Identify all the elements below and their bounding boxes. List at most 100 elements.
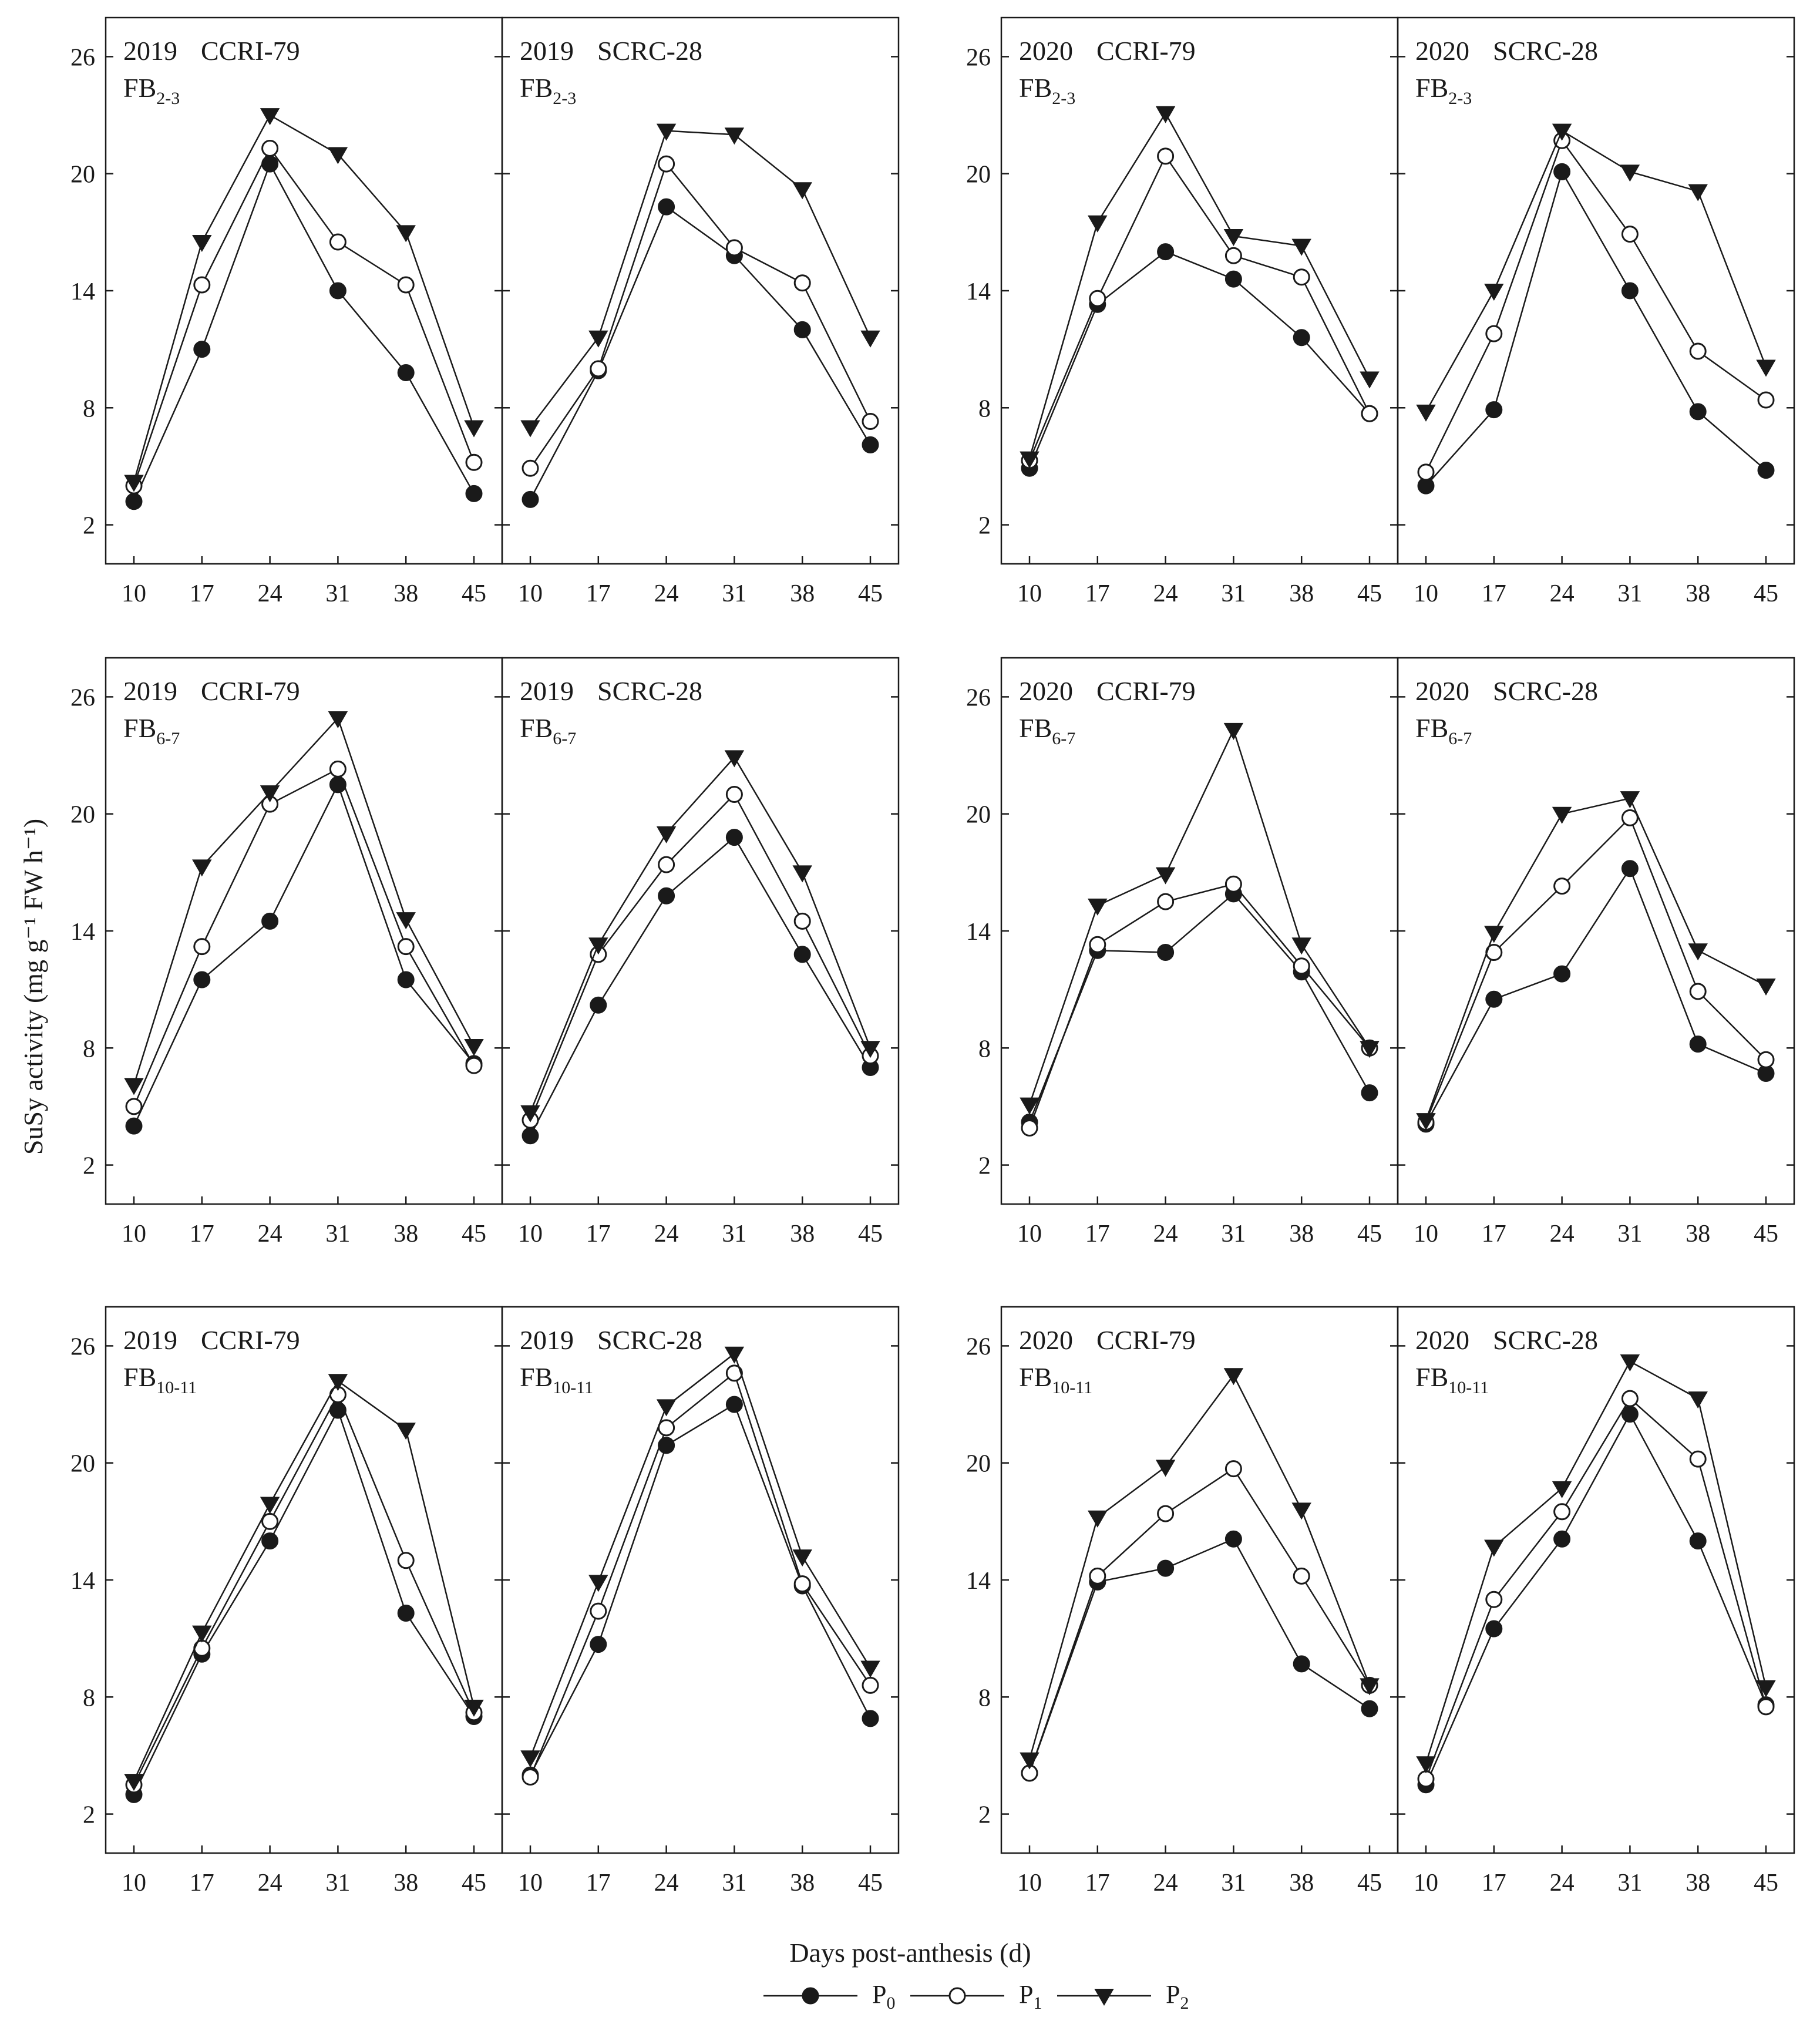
data-point-p2 xyxy=(1484,926,1504,943)
panel-title: 2020 SCRC-28 xyxy=(1415,676,1598,706)
fb-subscript: 10-11 xyxy=(156,1378,197,1397)
x-tick-label: 24 xyxy=(258,1221,282,1248)
y-tick-label: 20 xyxy=(966,162,991,189)
fb-subscript: 2-3 xyxy=(553,89,576,108)
x-tick-label: 38 xyxy=(1289,1221,1314,1248)
data-point-p1 xyxy=(948,1987,966,2005)
data-point-p1 xyxy=(590,360,607,378)
y-tick-label: 26 xyxy=(70,1333,95,1360)
x-tick-label: 24 xyxy=(1153,1221,1178,1248)
panel-year: 2019 xyxy=(520,676,574,706)
y-tick-label: 2 xyxy=(83,513,95,540)
data-point-p0 xyxy=(1224,270,1242,288)
x-tick-label: 38 xyxy=(393,1870,418,1897)
series-line-p1 xyxy=(529,1371,872,1777)
data-point-p1 xyxy=(1417,463,1435,481)
fb-base: FB xyxy=(520,1362,553,1392)
x-tick-label: 17 xyxy=(586,580,611,607)
x-tick-label: 24 xyxy=(654,1221,679,1248)
y-tick-label: 20 xyxy=(70,162,95,189)
data-point-p0 xyxy=(1621,282,1639,300)
legend-label-sub: 1 xyxy=(1033,1993,1042,2013)
x-tick-label: 45 xyxy=(462,1870,486,1897)
data-point-p0 xyxy=(261,912,279,930)
data-point-p0 xyxy=(802,1987,819,2005)
panel-cultivar: SCRC-28 xyxy=(1493,1325,1598,1355)
x-tick-label: 38 xyxy=(1289,1870,1314,1897)
data-point-p2 xyxy=(520,420,540,438)
x-tick-label: 38 xyxy=(1289,580,1314,607)
x-tick-label: 31 xyxy=(1221,1870,1246,1897)
data-point-p1 xyxy=(1224,247,1242,264)
panel-fruit-branch: FB6-7 xyxy=(1415,713,1472,748)
data-point-p1 xyxy=(1089,936,1106,953)
x-tick-label: 38 xyxy=(1686,1870,1710,1897)
x-tick-label: 10 xyxy=(1414,580,1438,607)
fb-base: FB xyxy=(1019,1362,1052,1392)
panel-2019-ccri-79-fb2-3: 2 8 14 20 26 10 17 24 31 38 45 2019 CCRI-79 FB2-3 xyxy=(70,16,503,607)
y-tick-label: 20 xyxy=(70,1451,95,1478)
x-tick-label: 31 xyxy=(1617,1870,1642,1897)
data-point-p0 xyxy=(397,971,415,989)
data-point-p2 xyxy=(1360,371,1380,389)
data-point-p1 xyxy=(522,1768,539,1786)
x-tick-label: 10 xyxy=(122,1870,146,1897)
data-point-p0 xyxy=(1157,944,1175,961)
data-point-p2 xyxy=(1020,1752,1039,1770)
series-line-p2 xyxy=(133,114,475,482)
data-point-p2 xyxy=(124,1078,144,1095)
panel-year: 2020 xyxy=(1019,36,1073,66)
panel-cultivar: SCRC-28 xyxy=(1493,36,1598,66)
x-tick-label: 10 xyxy=(1017,1870,1042,1897)
panel-year: 2019 xyxy=(520,1325,574,1355)
y-tick-label: 26 xyxy=(966,44,991,71)
data-point-p2 xyxy=(260,108,280,126)
data-point-p2 xyxy=(656,1399,677,1417)
data-point-p2 xyxy=(1291,238,1311,256)
data-point-p2 xyxy=(1620,164,1640,182)
x-tick-label: 45 xyxy=(1754,580,1778,607)
panel-title: 2020 CCRI-79 xyxy=(1019,1325,1196,1355)
series-line-p1 xyxy=(1425,816,1767,1122)
x-tick-label: 38 xyxy=(1686,1221,1710,1248)
legend-label: P2 xyxy=(1166,1980,1189,2013)
data-point-p1 xyxy=(397,1552,415,1569)
y-tick-label: 14 xyxy=(966,919,991,946)
data-point-p2 xyxy=(1416,1756,1436,1774)
data-point-p2 xyxy=(724,750,745,768)
x-tick-label: 31 xyxy=(325,580,350,607)
panel-year: 2019 xyxy=(123,676,177,706)
data-point-p0 xyxy=(862,1710,879,1727)
x-tick-label: 38 xyxy=(790,1221,815,1248)
data-point-p1 xyxy=(1485,1591,1503,1608)
data-point-p2 xyxy=(1155,1460,1176,1477)
data-point-p1 xyxy=(658,155,675,173)
data-point-p2 xyxy=(1484,1539,1504,1557)
data-point-p2 xyxy=(860,1041,880,1058)
data-point-p0 xyxy=(1689,1035,1707,1053)
series-line-p2 xyxy=(530,130,872,428)
data-point-p2 xyxy=(792,182,812,200)
data-point-p0 xyxy=(261,1532,279,1550)
fb-subscript: 6-7 xyxy=(156,729,180,748)
panel-cultivar: SCRC-28 xyxy=(597,676,702,706)
data-point-p2 xyxy=(860,1660,880,1678)
data-point-p2 xyxy=(1688,943,1708,961)
x-tick-label: 24 xyxy=(1550,1221,1575,1248)
series-line-p1 xyxy=(1425,139,1767,473)
panel-fruit-branch: FB10-11 xyxy=(1415,1362,1489,1397)
data-point-p2 xyxy=(520,1105,540,1122)
x-tick-label: 24 xyxy=(1153,1870,1178,1897)
y-tick-label: 14 xyxy=(966,278,991,305)
x-tick-label: 31 xyxy=(1221,1221,1246,1248)
x-tick-label: 45 xyxy=(1754,1221,1778,1248)
fb-subscript: 10-11 xyxy=(1052,1378,1092,1397)
y-axis-label: SuSy activity (mg g⁻¹ FW h⁻¹) xyxy=(18,819,48,1155)
data-point-p2 xyxy=(1291,937,1311,955)
x-tick-label: 31 xyxy=(1617,580,1642,607)
panel-cultivar: CCRI-79 xyxy=(1096,676,1196,706)
y-tick-label: 8 xyxy=(83,1035,95,1063)
panel-title: 2020 SCRC-28 xyxy=(1415,1325,1598,1355)
data-point-p1 xyxy=(125,1098,143,1115)
